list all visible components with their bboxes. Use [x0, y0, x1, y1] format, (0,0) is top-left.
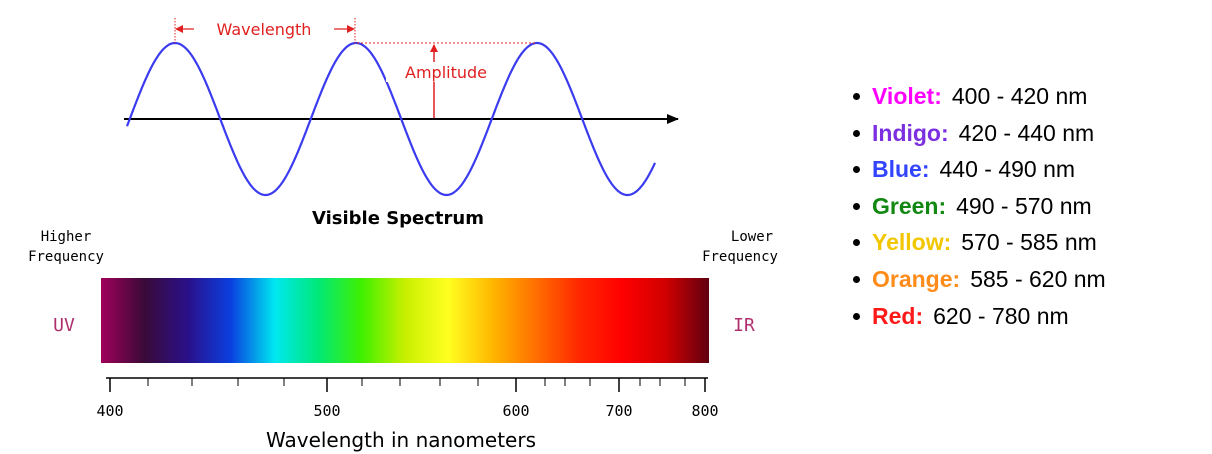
color-range: 620 - 780 nm	[933, 302, 1069, 329]
bullet-icon	[853, 202, 860, 210]
color-name: Violet:	[872, 83, 942, 109]
bullet-icon	[853, 129, 860, 137]
bullet-icon	[853, 275, 860, 283]
tick-label: 800	[691, 402, 718, 420]
x-axis-label: Wavelength in nanometers	[266, 428, 536, 452]
color-list-item: Indigo: 420 - 440 nm	[846, 115, 1106, 152]
sine-wave	[125, 41, 656, 197]
color-range: 440 - 490 nm	[939, 156, 1076, 183]
ir-label: IR	[733, 315, 755, 336]
amplitude-label: Amplitude	[405, 63, 487, 82]
higher-frequency-label-line2: Frequency	[28, 249, 104, 265]
spectrum-title: Visible Spectrum	[312, 208, 484, 229]
color-list-item: Green: 490 - 570 nm	[846, 188, 1106, 225]
tick-label: 700	[605, 402, 632, 420]
wave-spectrum-diagram: Wavelength Amplitude Visible Spectrum Hi…	[28, 18, 778, 452]
color-list-item: Orange: 585 - 620 nm	[846, 261, 1106, 298]
tick-label: 600	[502, 402, 529, 420]
color-name: Orange:	[872, 265, 961, 292]
color-name: Indigo:	[872, 119, 949, 146]
color-range: 490 - 570 nm	[956, 192, 1092, 219]
color-list-item: Red: 620 - 780 nm	[846, 298, 1106, 335]
tick-label: 400	[96, 402, 123, 420]
uv-label: UV	[53, 315, 75, 336]
spectrum-bar	[101, 278, 709, 363]
color-wavelength-list: Violet: 400 - 420 nm Indigo: 420 - 440 nm Bl…	[846, 78, 1106, 334]
color-name: Yellow:	[872, 229, 952, 256]
bullet-icon	[853, 239, 860, 247]
amplitude-label-bg	[386, 62, 504, 82]
color-range: 420 - 440 nm	[958, 119, 1095, 146]
tick-label: 500	[313, 402, 340, 420]
bullet-icon	[853, 166, 860, 174]
lower-frequency-label-line2: Frequency	[702, 249, 778, 265]
color-list-item: Yellow: 570 - 585 nm	[846, 224, 1106, 261]
wavelength-label: Wavelength	[217, 20, 312, 39]
scale-ticks: 400 500 600 700 800	[96, 378, 719, 420]
color-range: 570 - 585 nm	[961, 229, 1097, 256]
lower-frequency-label-line1: Lower	[731, 229, 773, 245]
higher-frequency-label-line1: Higher	[41, 229, 92, 245]
bullet-icon	[853, 93, 860, 100]
color-range: 400 - 420 nm	[951, 83, 1088, 109]
color-range: 585 - 620 nm	[970, 265, 1106, 292]
color-name: Green:	[872, 192, 947, 219]
color-name: Red:	[872, 302, 924, 329]
color-name: Blue:	[872, 156, 930, 183]
color-list-item: Blue: 440 - 490 nm	[846, 151, 1106, 188]
color-list-item: Violet: 400 - 420 nm	[846, 78, 1106, 115]
bullet-icon	[853, 312, 860, 320]
